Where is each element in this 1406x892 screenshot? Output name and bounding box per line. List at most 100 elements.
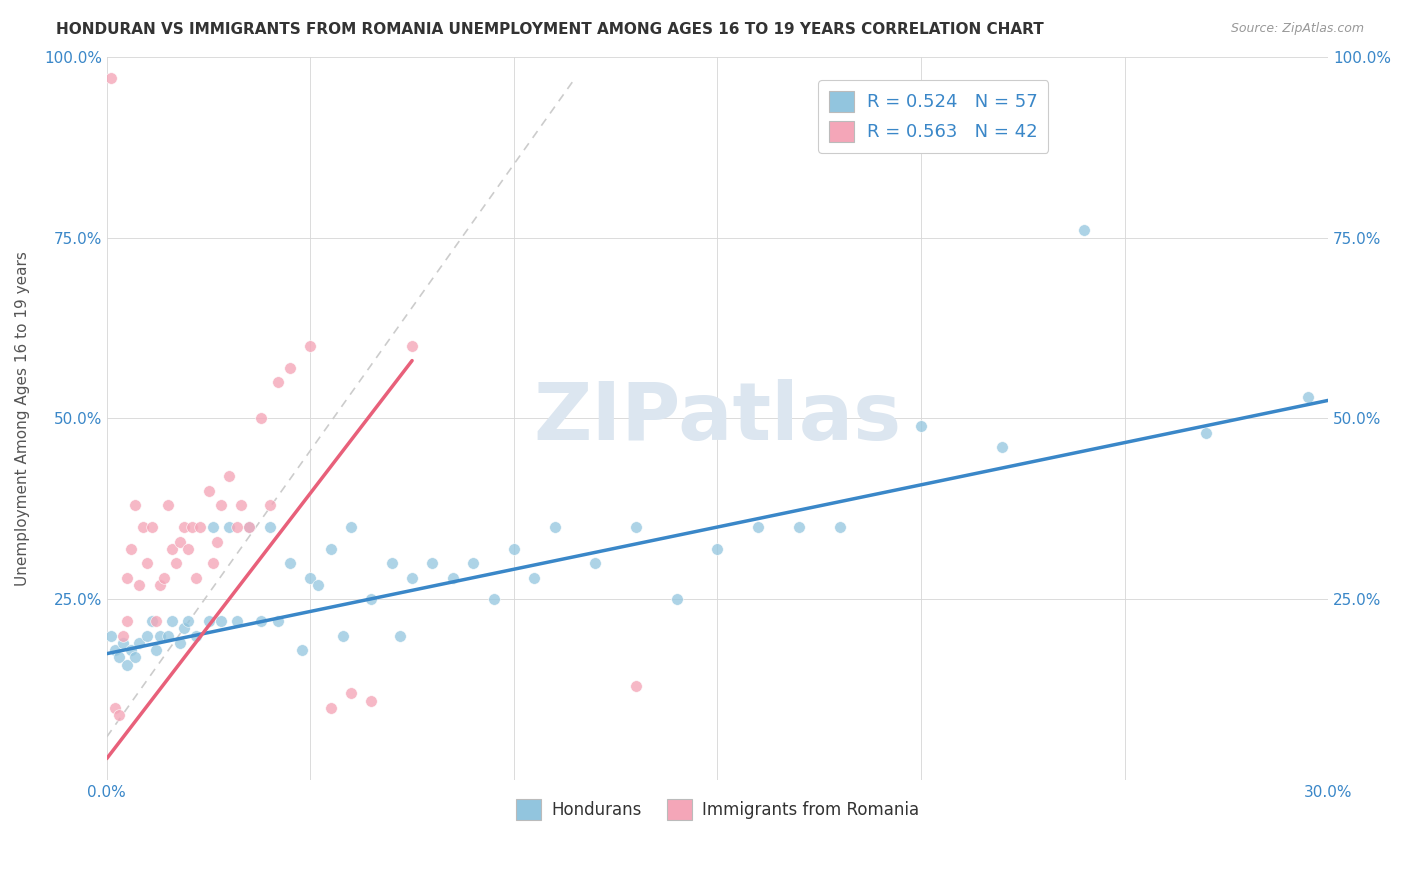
Point: [186, 571, 208, 585]
Point: [340, 686, 363, 700]
Point: [523, 571, 546, 585]
Point: [141, 614, 163, 628]
Point: [665, 592, 688, 607]
Point: [186, 629, 208, 643]
Point: [173, 621, 195, 635]
Point: [267, 614, 290, 628]
Point: [156, 629, 179, 643]
Point: [388, 629, 411, 643]
Point: [278, 556, 301, 570]
Point: [128, 636, 150, 650]
Text: ZIPatlas: ZIPatlas: [533, 379, 901, 458]
Point: [706, 541, 728, 556]
Point: [104, 701, 127, 715]
Point: [463, 556, 485, 570]
Point: [156, 499, 179, 513]
Point: [173, 520, 195, 534]
Point: [149, 629, 172, 643]
Point: [747, 520, 769, 534]
Point: [197, 483, 219, 498]
Point: [108, 708, 131, 723]
Point: [291, 643, 314, 657]
Point: [624, 679, 647, 693]
Point: [910, 418, 932, 433]
Point: [441, 571, 464, 585]
Point: [482, 592, 505, 607]
Point: [149, 578, 172, 592]
Point: [226, 520, 249, 534]
Point: [1073, 223, 1095, 237]
Point: [1296, 390, 1319, 404]
Point: [177, 541, 200, 556]
Point: [100, 71, 122, 86]
Point: [229, 499, 252, 513]
Point: [141, 520, 163, 534]
Point: [104, 643, 127, 657]
Point: [124, 499, 146, 513]
Point: [583, 556, 606, 570]
Point: [209, 614, 232, 628]
Point: [201, 556, 224, 570]
Point: [307, 578, 329, 592]
Point: [145, 614, 167, 628]
Point: [299, 339, 322, 353]
Point: [145, 643, 167, 657]
Point: [360, 592, 382, 607]
Point: [299, 571, 322, 585]
Point: [136, 556, 159, 570]
Point: [502, 541, 524, 556]
Point: [401, 571, 423, 585]
Point: [340, 520, 363, 534]
Point: [828, 520, 851, 534]
Point: [128, 578, 150, 592]
Point: [181, 520, 204, 534]
Point: [319, 701, 342, 715]
Point: [136, 629, 159, 643]
Point: [787, 520, 810, 534]
Point: [169, 636, 191, 650]
Point: [169, 534, 191, 549]
Point: [115, 657, 138, 672]
Point: [124, 650, 146, 665]
Point: [160, 614, 183, 628]
Point: [177, 614, 200, 628]
Point: [259, 499, 281, 513]
Legend: Hondurans, Immigrants from Romania: Hondurans, Immigrants from Romania: [509, 793, 925, 826]
Point: [543, 520, 565, 534]
Point: [112, 636, 135, 650]
Point: [112, 629, 135, 643]
Point: [259, 520, 281, 534]
Point: [238, 520, 260, 534]
Point: [422, 556, 444, 570]
Point: [1195, 425, 1218, 440]
Point: [250, 411, 273, 425]
Point: [100, 629, 122, 643]
Point: [624, 520, 647, 534]
Point: [218, 469, 240, 483]
Point: [209, 499, 232, 513]
Point: [132, 520, 155, 534]
Text: HONDURAN VS IMMIGRANTS FROM ROMANIA UNEMPLOYMENT AMONG AGES 16 TO 19 YEARS CORRE: HONDURAN VS IMMIGRANTS FROM ROMANIA UNEM…: [56, 22, 1045, 37]
Point: [332, 629, 354, 643]
Point: [991, 441, 1014, 455]
Point: [238, 520, 260, 534]
Text: Source: ZipAtlas.com: Source: ZipAtlas.com: [1230, 22, 1364, 36]
Point: [319, 541, 342, 556]
Point: [108, 650, 131, 665]
Point: [160, 541, 183, 556]
Point: [165, 556, 187, 570]
Point: [278, 360, 301, 375]
Point: [360, 694, 382, 708]
Point: [115, 571, 138, 585]
Point: [267, 376, 290, 390]
Point: [152, 571, 174, 585]
Point: [190, 520, 212, 534]
Point: [401, 339, 423, 353]
Point: [205, 534, 228, 549]
Point: [250, 614, 273, 628]
Point: [120, 541, 142, 556]
Point: [218, 520, 240, 534]
Point: [201, 520, 224, 534]
Point: [381, 556, 404, 570]
Point: [197, 614, 219, 628]
